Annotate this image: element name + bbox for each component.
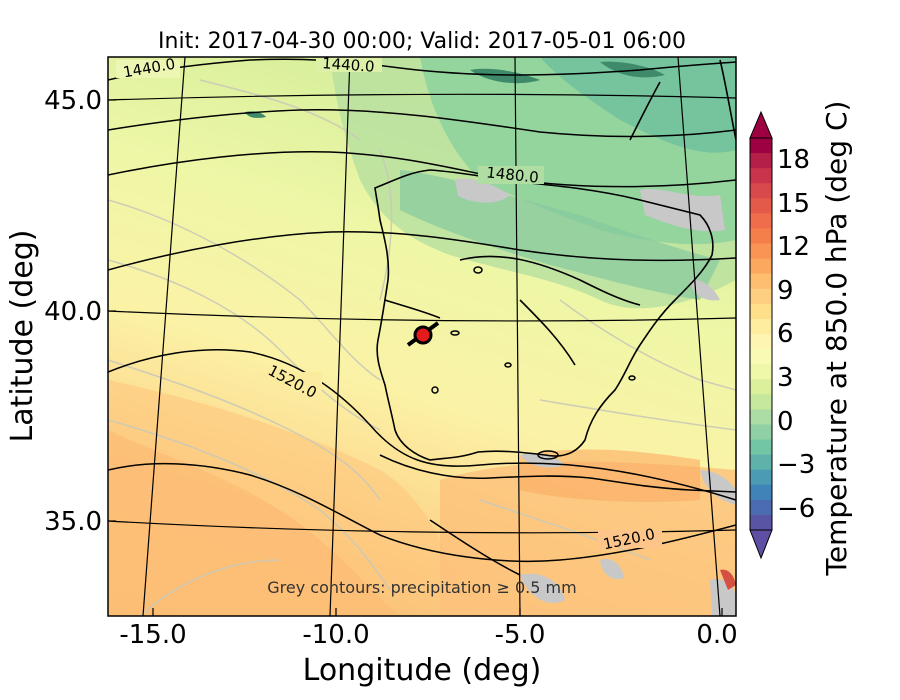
x-tick-label: -15.0 — [119, 620, 186, 650]
colorbar-band — [750, 153, 772, 169]
y-tick-label: 40.0 — [44, 297, 102, 327]
colorbar-band — [750, 138, 772, 154]
colorbar-band — [750, 484, 772, 501]
map-area: 1440.0 1440.0 1480.0 1520.0 1520.0 Grey … — [108, 54, 736, 616]
colorbar-band — [750, 514, 772, 531]
x-tick-label: -5.0 — [495, 620, 546, 650]
x-axis-label: Longitude (deg) — [303, 653, 542, 688]
colorbar-band — [750, 303, 772, 320]
colorbar-label: Temperature at 850.0 hPa (deg C) — [820, 101, 853, 577]
y-tick-label: 35.0 — [44, 507, 102, 537]
colorbar-band — [750, 409, 772, 425]
colorbar-band — [750, 454, 772, 471]
colorbar-tick-label: 0 — [777, 407, 794, 437]
x-tick-label: -10.0 — [302, 620, 369, 650]
x-tick-label: 0.0 — [696, 620, 737, 650]
colorbar-band — [750, 469, 772, 486]
colorbar-tick-label: 18 — [777, 145, 810, 175]
plot-frame — [107, 56, 737, 617]
colorbar-tick-label: −6 — [777, 494, 815, 524]
colorbar-band — [750, 228, 772, 245]
colorbar-band — [750, 168, 772, 184]
colorbar-band — [750, 258, 772, 275]
colorbar-band — [750, 439, 772, 456]
colorbar-tick-label: 3 — [777, 363, 794, 393]
contour-label: 1440.0 — [322, 54, 376, 76]
contour-label: 1480.0 — [485, 163, 539, 186]
colorbar-band — [750, 198, 772, 214]
colorbar-band — [750, 183, 772, 199]
y-axis-label: Latitude (deg) — [5, 230, 40, 443]
location-marker — [413, 325, 433, 345]
colorbar-band — [750, 273, 772, 290]
y-tick-label: 45.0 — [44, 86, 102, 116]
colorbar-band — [750, 288, 772, 305]
colorbar-band — [750, 364, 772, 380]
colorbar-band — [750, 424, 772, 441]
colorbar-band — [750, 499, 772, 516]
colorbar-band — [750, 334, 772, 350]
colorbar-band — [750, 349, 772, 365]
colorbar-band — [750, 318, 772, 335]
colorbar-tick-label: 6 — [777, 319, 794, 349]
colorbar-band — [750, 243, 772, 260]
colorbar-tick-label: 9 — [777, 276, 794, 306]
colorbar-tick-label: 15 — [777, 189, 810, 219]
colorbar-tick-label: −3 — [777, 450, 815, 480]
plot-title: Init: 2017-04-30 00:00; Valid: 2017-05-0… — [158, 29, 686, 54]
colorbar-band — [750, 379, 772, 395]
colorbar — [749, 110, 773, 560]
colorbar-band — [750, 213, 772, 229]
colorbar-band — [750, 394, 772, 410]
precipitation-note: Grey contours: precipitation ≥ 0.5 mm — [267, 578, 576, 597]
colorbar-tick-label: 12 — [777, 232, 810, 262]
